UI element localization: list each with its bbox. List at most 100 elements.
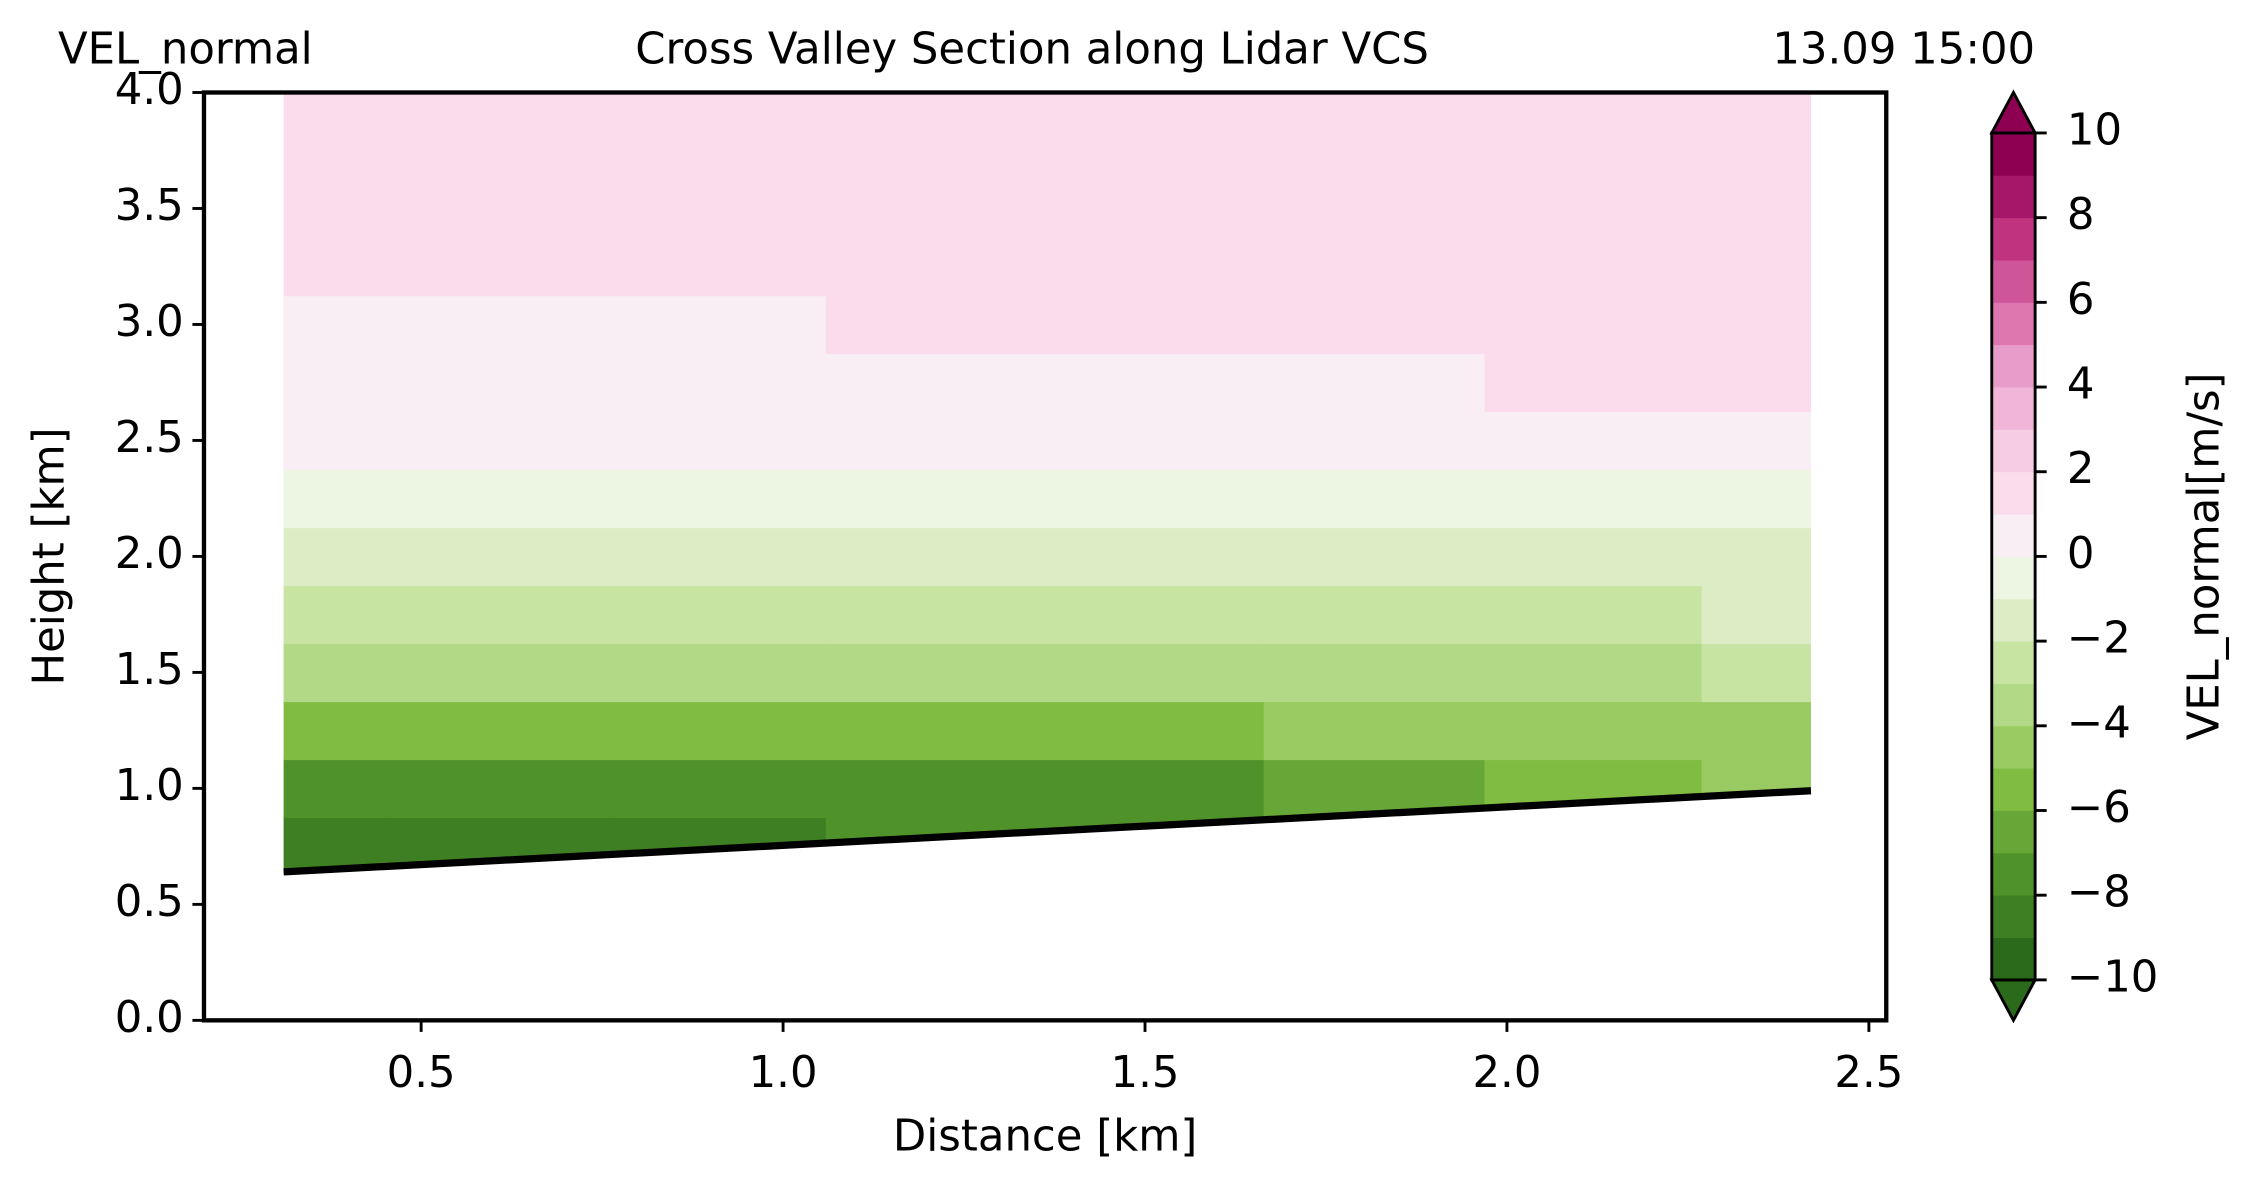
- field-cell: [283, 816, 393, 872]
- field-cell: [1701, 700, 1811, 761]
- field-cell: [1484, 584, 1704, 645]
- field-cell: [1263, 120, 1486, 181]
- field-cell: [608, 178, 828, 239]
- field-cell: [1263, 642, 1486, 703]
- field-cell: [1042, 526, 1266, 587]
- field-cell: [825, 700, 1045, 761]
- colorbar-band: [1991, 555, 2036, 600]
- field-cell: [1701, 294, 1811, 355]
- field-cell: [608, 700, 828, 761]
- colorbar-band: [1991, 640, 2036, 684]
- field-cell: [283, 92, 393, 123]
- field-cell: [608, 584, 828, 645]
- x-tick-label: 2.0: [1472, 1048, 1541, 1098]
- field-cell: [1042, 584, 1266, 645]
- field-cell: [391, 352, 611, 413]
- field-cell: [1042, 642, 1266, 703]
- x-tick-label: 1.0: [749, 1048, 818, 1098]
- field-cell: [391, 758, 611, 819]
- field-cell: [1263, 700, 1486, 761]
- colorbar-band: [1991, 386, 2036, 430]
- field-cell: [1042, 410, 1266, 471]
- colorbar-tick-label: 8: [2067, 190, 2095, 240]
- field-cell: [1263, 526, 1486, 587]
- field-cell: [1484, 526, 1704, 587]
- field-cell: [283, 758, 393, 819]
- colorbar-band: [1991, 301, 2036, 346]
- x-tick-label: 2.5: [1834, 1048, 1903, 1098]
- field-cell: [391, 468, 611, 529]
- colorbar-tick-label: −8: [2067, 868, 2131, 918]
- field-cell: [1701, 352, 1811, 413]
- field-cell: [608, 352, 828, 413]
- field-cell: [391, 410, 611, 471]
- colorbar-band: [1991, 217, 2036, 261]
- field-cell: [283, 700, 393, 761]
- field-cell: [391, 236, 611, 297]
- field-cell: [391, 526, 611, 587]
- colorbar-band: [1991, 894, 2036, 938]
- colorbar-label: VEL_normal[m/s]: [2180, 372, 2230, 740]
- colorbar-tick-label: −2: [2067, 614, 2131, 664]
- field-cell: [608, 236, 828, 297]
- field-cell: [825, 92, 1045, 123]
- colorbar-band: [1991, 132, 2036, 176]
- field-cell: [1263, 92, 1486, 123]
- y-axis-label: Height [km]: [25, 427, 75, 685]
- field-cell: [391, 178, 611, 239]
- field-cell: [1042, 294, 1266, 355]
- field-cell: [1701, 584, 1811, 645]
- field-cell: [1701, 236, 1811, 297]
- colorbar-band: [1991, 937, 2036, 981]
- right-title: 13.09 15:00: [1772, 25, 2035, 75]
- colorbar-band: [1991, 513, 2036, 557]
- field-cell: [391, 642, 611, 703]
- field-cell: [1701, 178, 1811, 239]
- colorbar-band: [1991, 471, 2036, 515]
- field-cell: [1701, 120, 1811, 181]
- field-cell: [825, 758, 1045, 819]
- field-cell: [1484, 410, 1704, 471]
- colorbar-extend-min: [1989, 978, 2038, 1024]
- colorbar-band: [1991, 725, 2036, 769]
- field-cell: [283, 584, 393, 645]
- y-tick-label: 3.0: [115, 297, 184, 347]
- field-cell: [825, 526, 1045, 587]
- field-cell: [1263, 468, 1486, 529]
- field-cell: [825, 236, 1045, 297]
- field-cell: [825, 352, 1045, 413]
- x-axis-label: Distance [km]: [893, 1111, 1197, 1161]
- field-cell: [825, 468, 1045, 529]
- field-cell: [1263, 294, 1486, 355]
- field-cell: [825, 294, 1045, 355]
- field-cell: [1042, 468, 1266, 529]
- field-cell: [1042, 758, 1266, 819]
- field-cell: [1484, 92, 1704, 123]
- colorbar-tick-label: −4: [2067, 698, 2131, 748]
- field-cell: [1042, 236, 1266, 297]
- field-cell: [1484, 352, 1704, 413]
- colorbar-band: [1991, 767, 2036, 811]
- colorbar-tick-label: 0: [2067, 529, 2095, 579]
- colorbar-band: [1991, 598, 2036, 642]
- colorbar-band: [1991, 174, 2036, 219]
- field-cell: [391, 700, 611, 761]
- field-cell: [1484, 294, 1704, 355]
- left-title: VEL_normal: [58, 25, 313, 75]
- colorbar-band: [1991, 344, 2036, 388]
- field-cell: [391, 294, 611, 355]
- field-cell: [825, 642, 1045, 703]
- field-cell: [1484, 236, 1704, 297]
- y-tick-label: 1.5: [115, 645, 184, 695]
- colorbar-band: [1991, 852, 2036, 896]
- y-tick-label: 4.0: [115, 65, 184, 115]
- colorbar-band: [1991, 683, 2036, 727]
- colorbar-tick-label: −6: [2067, 783, 2131, 833]
- y-tick-label: 0.5: [115, 877, 184, 927]
- chart-title: Cross Valley Section along Lidar VCS: [635, 25, 1429, 75]
- field-cell: [608, 410, 828, 471]
- field-cell: [283, 294, 393, 355]
- colorbar-band: [1991, 259, 2036, 303]
- y-tick-label: 0.0: [115, 993, 184, 1043]
- field-cell: [1263, 178, 1486, 239]
